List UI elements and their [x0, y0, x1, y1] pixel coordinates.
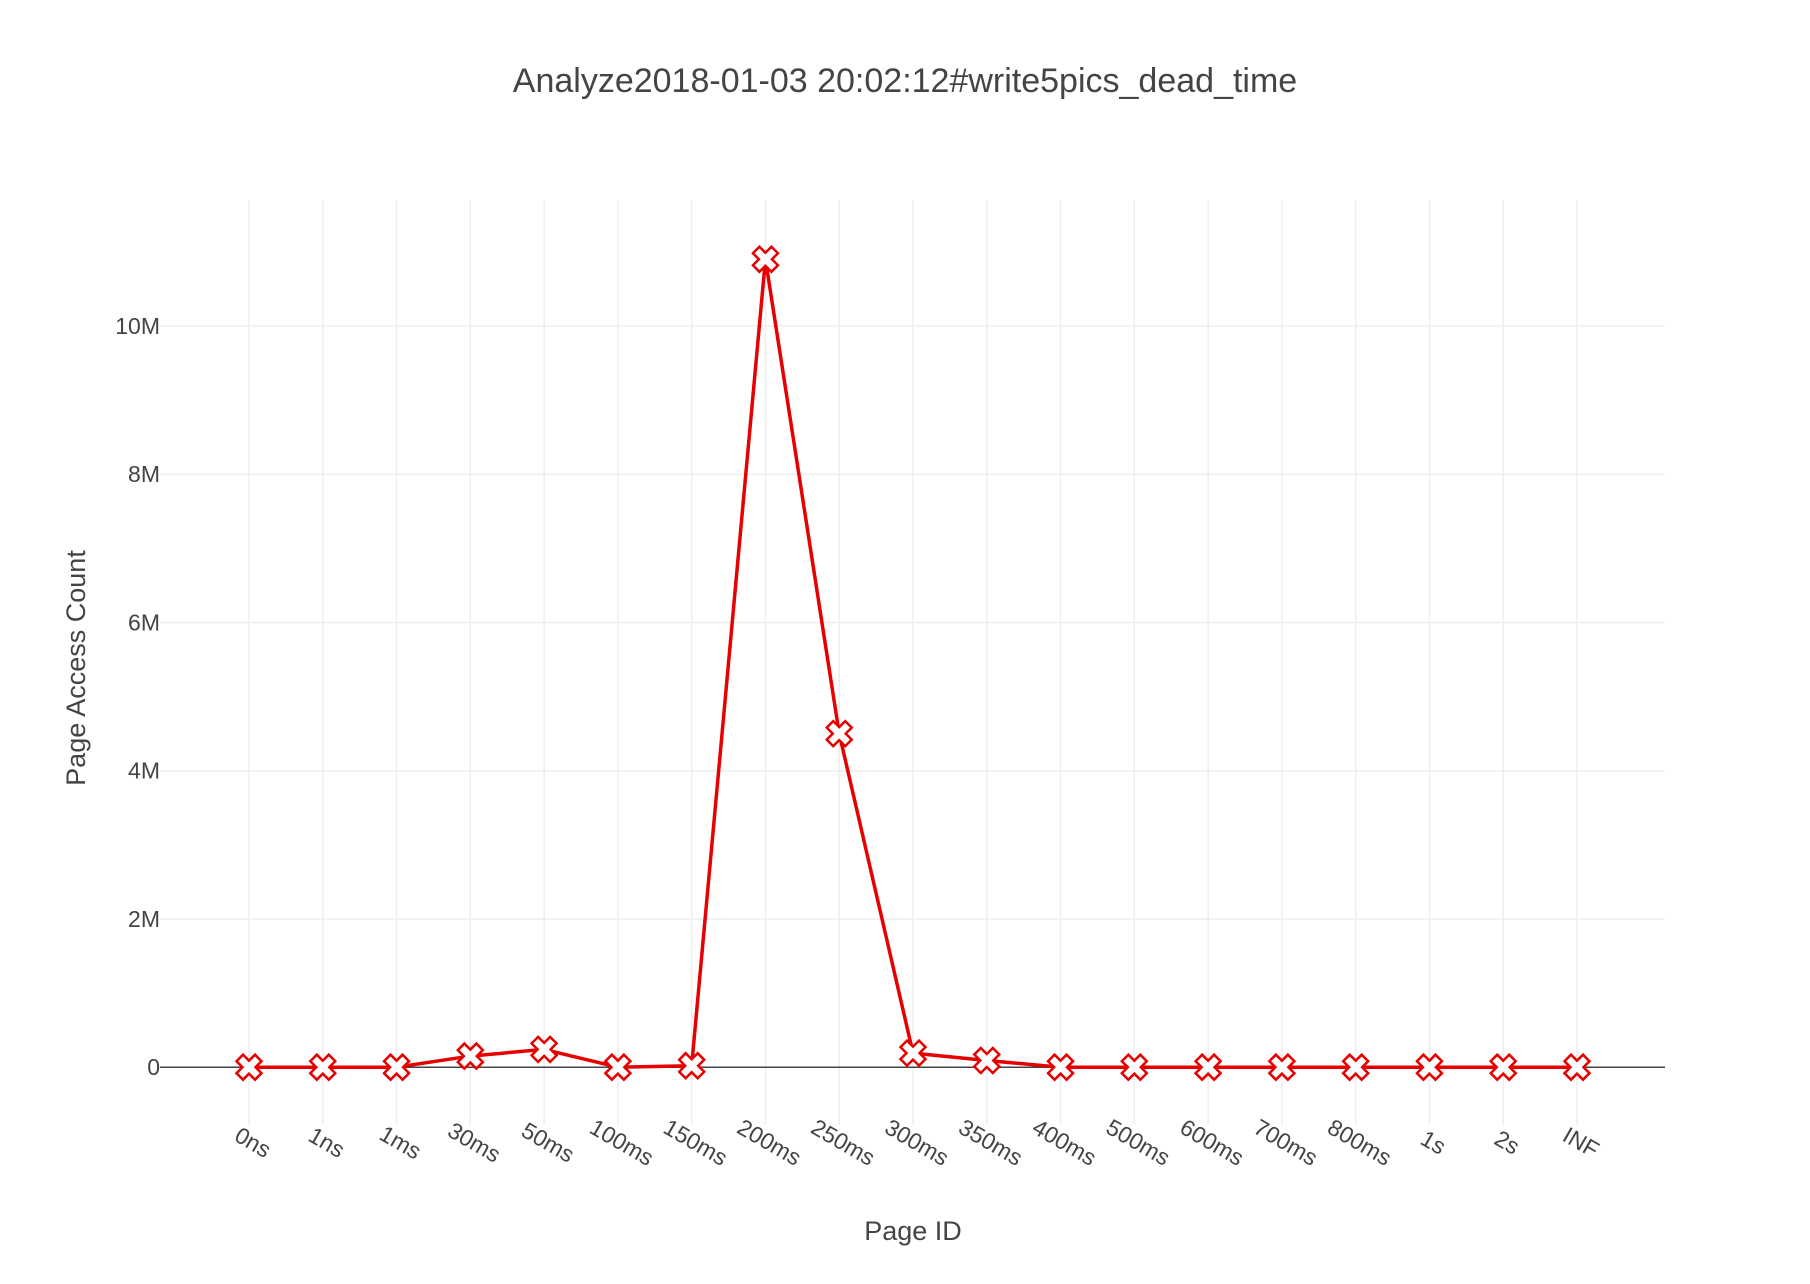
y-tick-label: 4M	[128, 758, 160, 784]
data-point-marker	[1193, 1052, 1223, 1082]
chart-title: Analyze2018-01-03 20:02:12#write5pics_de…	[512, 62, 1298, 100]
data-point-marker	[824, 719, 854, 748]
x-tick-label: 0ns	[230, 1122, 275, 1163]
data-point-marker	[1267, 1052, 1297, 1082]
x-tick-label: INF	[1558, 1122, 1603, 1163]
data-point-marker	[234, 1052, 264, 1082]
x-tick-label: 150ms	[659, 1114, 732, 1171]
data-point-marker	[529, 1035, 559, 1064]
x-axis-title: Page ID	[864, 1216, 962, 1246]
x-tick-label: 700ms	[1249, 1114, 1322, 1171]
data-point-marker	[603, 1052, 633, 1082]
data-point-marker	[1562, 1052, 1592, 1082]
x-tick-label: 1ms	[375, 1120, 426, 1164]
x-tick-label: 300ms	[881, 1114, 954, 1171]
x-tick-label: 350ms	[954, 1114, 1027, 1171]
data-point-marker	[677, 1051, 706, 1080]
y-tick-label: 10M	[115, 313, 160, 339]
x-tick-label: 50ms	[517, 1117, 579, 1168]
data-point-marker	[1488, 1052, 1518, 1082]
x-tick-label: 400ms	[1028, 1114, 1101, 1171]
data-point-marker	[308, 1052, 338, 1082]
x-tick-label: 200ms	[733, 1114, 806, 1171]
y-tick-labels: 0 2M 4M 6M 8M 10M	[115, 313, 160, 1080]
x-tick-label: 500ms	[1102, 1114, 1175, 1171]
x-tick-label: 100ms	[585, 1114, 658, 1171]
y-axis-title: Page Access Count	[61, 550, 91, 786]
y-tick-label: 0	[147, 1054, 160, 1080]
y-tick-label: 2M	[128, 906, 160, 932]
data-point-marker	[972, 1046, 1002, 1075]
x-tick-label: 1ns	[304, 1122, 349, 1163]
x-tick-label: 250ms	[807, 1114, 880, 1171]
x-tick-label: 1s	[1416, 1125, 1450, 1160]
data-point-marker	[382, 1052, 411, 1082]
data-point-marker	[1120, 1052, 1149, 1082]
marker-layer	[234, 245, 1592, 1082]
grid-layer	[160, 200, 1665, 1125]
data-point-marker	[456, 1041, 485, 1071]
data-point-marker	[898, 1038, 928, 1068]
data-point-marker	[751, 245, 780, 274]
x-tick-label: 600ms	[1176, 1114, 1249, 1171]
data-point-marker	[1046, 1052, 1075, 1082]
x-tick-labels: 0ns 1ns 1ms 30ms 50ms 100ms 150ms 200ms 250ms 300…	[230, 1114, 1603, 1171]
x-tick-label: 2s	[1490, 1125, 1524, 1160]
y-tick-label: 8M	[128, 461, 160, 487]
y-tick-label: 6M	[128, 609, 160, 635]
data-point-marker	[1415, 1052, 1444, 1082]
x-tick-label: 30ms	[443, 1117, 505, 1168]
x-tick-label: 800ms	[1323, 1114, 1396, 1171]
data-point-marker	[1341, 1052, 1370, 1082]
